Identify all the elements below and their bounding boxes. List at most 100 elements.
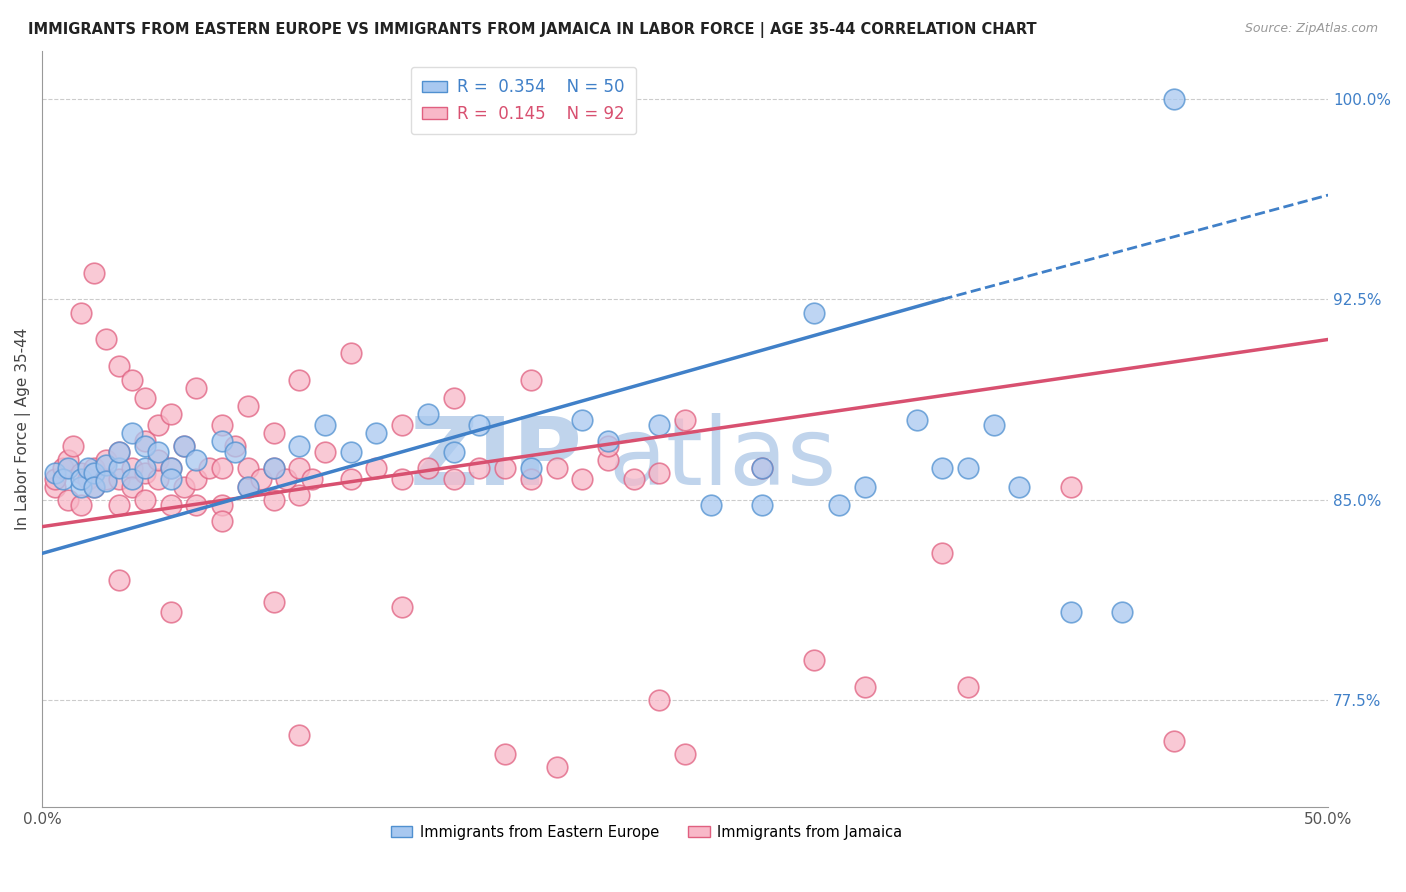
Point [44,479,66,493]
Point [96,471,118,485]
Point [121,460,143,475]
Point [596,439,619,453]
Point [224,444,246,458]
Point [134,434,156,448]
Text: atlas: atlas [607,413,837,505]
Point [520,373,543,387]
Point [263,492,285,507]
Point [108,498,131,512]
Point [108,573,131,587]
Point [211,460,233,475]
Point [173,479,195,493]
Point [468,460,491,475]
Text: IMMIGRANTS FROM EASTERN EUROPE VS IMMIGRANTS FROM JAMAICA IN LABOR FORCE | AGE 3: IMMIGRANTS FROM EASTERN EUROPE VS IMMIGR… [28,22,1036,38]
Point [366,460,388,475]
Point [288,439,311,453]
Point [44,471,66,485]
Point [186,498,208,512]
Point [416,460,439,475]
Point [751,460,773,475]
Point [648,466,671,480]
Point [853,680,876,694]
Point [69,471,91,485]
Point [648,417,671,432]
Point [134,492,156,507]
Point [983,417,1005,432]
Point [957,460,980,475]
Point [186,471,208,485]
Point [520,471,543,485]
Point [339,346,361,360]
Point [56,452,79,467]
Point [134,460,156,475]
Point [1163,92,1185,106]
Point [1060,605,1083,619]
Point [198,460,221,475]
Point [146,452,169,467]
Point [173,439,195,453]
Point [159,471,181,485]
Point [211,498,233,512]
Point [236,460,259,475]
Point [288,728,311,742]
Point [211,417,233,432]
Point [314,444,336,458]
Point [96,474,118,488]
Point [52,471,75,485]
Point [751,460,773,475]
Point [673,747,696,761]
Point [391,417,413,432]
Point [56,492,79,507]
Point [236,479,259,493]
Point [83,479,105,493]
Point [648,693,671,707]
Point [56,460,79,475]
Point [62,439,84,453]
Point [159,498,181,512]
Point [546,760,568,774]
Legend: Immigrants from Eastern Europe, Immigrants from Jamaica: Immigrants from Eastern Europe, Immigran… [385,819,908,846]
Point [288,460,311,475]
Point [83,266,105,280]
Point [416,408,439,422]
Point [108,359,131,374]
Point [249,471,271,485]
Point [443,471,465,485]
Point [263,594,285,608]
Point [1060,479,1083,493]
Point [571,412,593,426]
Point [69,306,91,320]
Point [121,471,143,485]
Point [236,400,259,414]
Point [108,444,131,458]
Point [146,444,169,458]
Point [339,444,361,458]
Point [803,653,825,667]
Point [700,498,723,512]
Point [546,460,568,475]
Point [96,458,118,472]
Point [211,434,233,448]
Point [468,417,491,432]
Text: Source: ZipAtlas.com: Source: ZipAtlas.com [1244,22,1378,36]
Point [159,460,181,475]
Point [828,498,851,512]
Point [391,599,413,614]
Point [52,460,75,475]
Point [83,460,105,475]
Point [263,425,285,440]
Point [571,471,593,485]
Point [391,471,413,485]
Point [673,412,696,426]
Point [146,417,169,432]
Point [96,452,118,467]
Point [263,460,285,475]
Point [134,466,156,480]
Point [44,466,66,480]
Point [443,444,465,458]
Point [159,408,181,422]
Point [520,460,543,475]
Point [186,381,208,395]
Point [108,460,131,475]
Point [236,479,259,493]
